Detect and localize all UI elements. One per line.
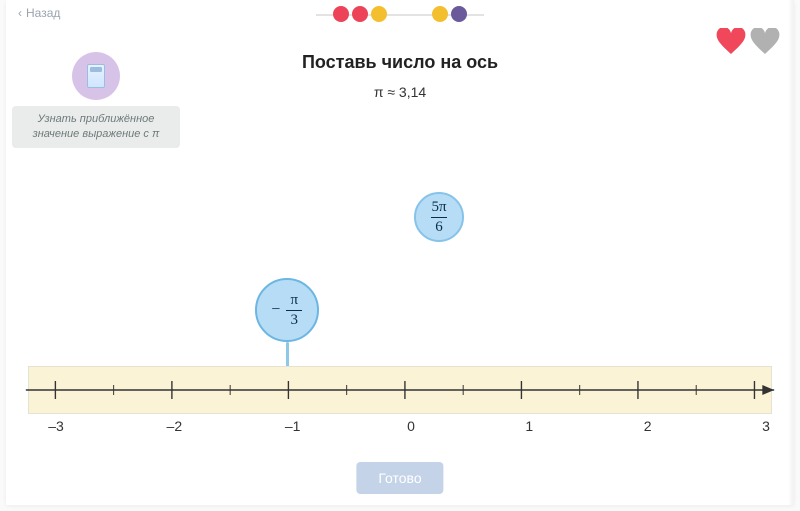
progress-dot <box>414 13 417 15</box>
hearts <box>716 28 780 54</box>
progress-dot <box>333 6 349 22</box>
heart-red-icon <box>716 28 746 54</box>
token-denominator: 6 <box>435 220 443 235</box>
token-sign: − <box>271 301 280 319</box>
progress-dot <box>451 6 467 22</box>
page-subtitle: π ≈ 3,14 <box>6 84 794 100</box>
chevron-left-icon: ‹ <box>18 6 22 20</box>
progress-dot <box>396 13 399 15</box>
axis-tick-label: 3 <box>762 418 770 434</box>
progress-dot <box>408 13 411 15</box>
token-denominator: 3 <box>286 313 302 328</box>
axis-tick-label: –1 <box>285 418 301 434</box>
heart-grey-icon <box>750 28 780 54</box>
number-line <box>16 364 784 434</box>
back-button[interactable]: ‹ Назад <box>18 6 60 20</box>
axis-tick-label: –3 <box>48 418 64 434</box>
token-neg-pi-over-three[interactable]: − π 3 <box>255 278 319 342</box>
back-label: Назад <box>26 6 60 20</box>
progress-dot <box>352 6 368 22</box>
page-title: Поставь число на ось <box>6 52 794 73</box>
axis-tick-label: 2 <box>644 418 652 434</box>
axis-tick-label: –2 <box>167 418 183 434</box>
token-numerator: π <box>286 293 302 308</box>
progress-dot <box>420 13 423 15</box>
progress-dot <box>432 6 448 22</box>
progress-dot <box>371 6 387 22</box>
progress-dot <box>390 13 393 15</box>
progress-dots <box>333 6 467 22</box>
hint-tooltip: Узнать приближённое значение выражение с… <box>12 106 180 148</box>
progress-dot <box>426 13 429 15</box>
token-five-pi-over-six[interactable]: 5π 6 <box>414 192 464 242</box>
ready-button[interactable]: Готово <box>356 462 443 494</box>
axis-tick-label: 0 <box>407 418 415 434</box>
progress-dot <box>402 13 405 15</box>
token-numerator: 5π <box>429 200 448 215</box>
axis-tick-label: 1 <box>525 418 533 434</box>
